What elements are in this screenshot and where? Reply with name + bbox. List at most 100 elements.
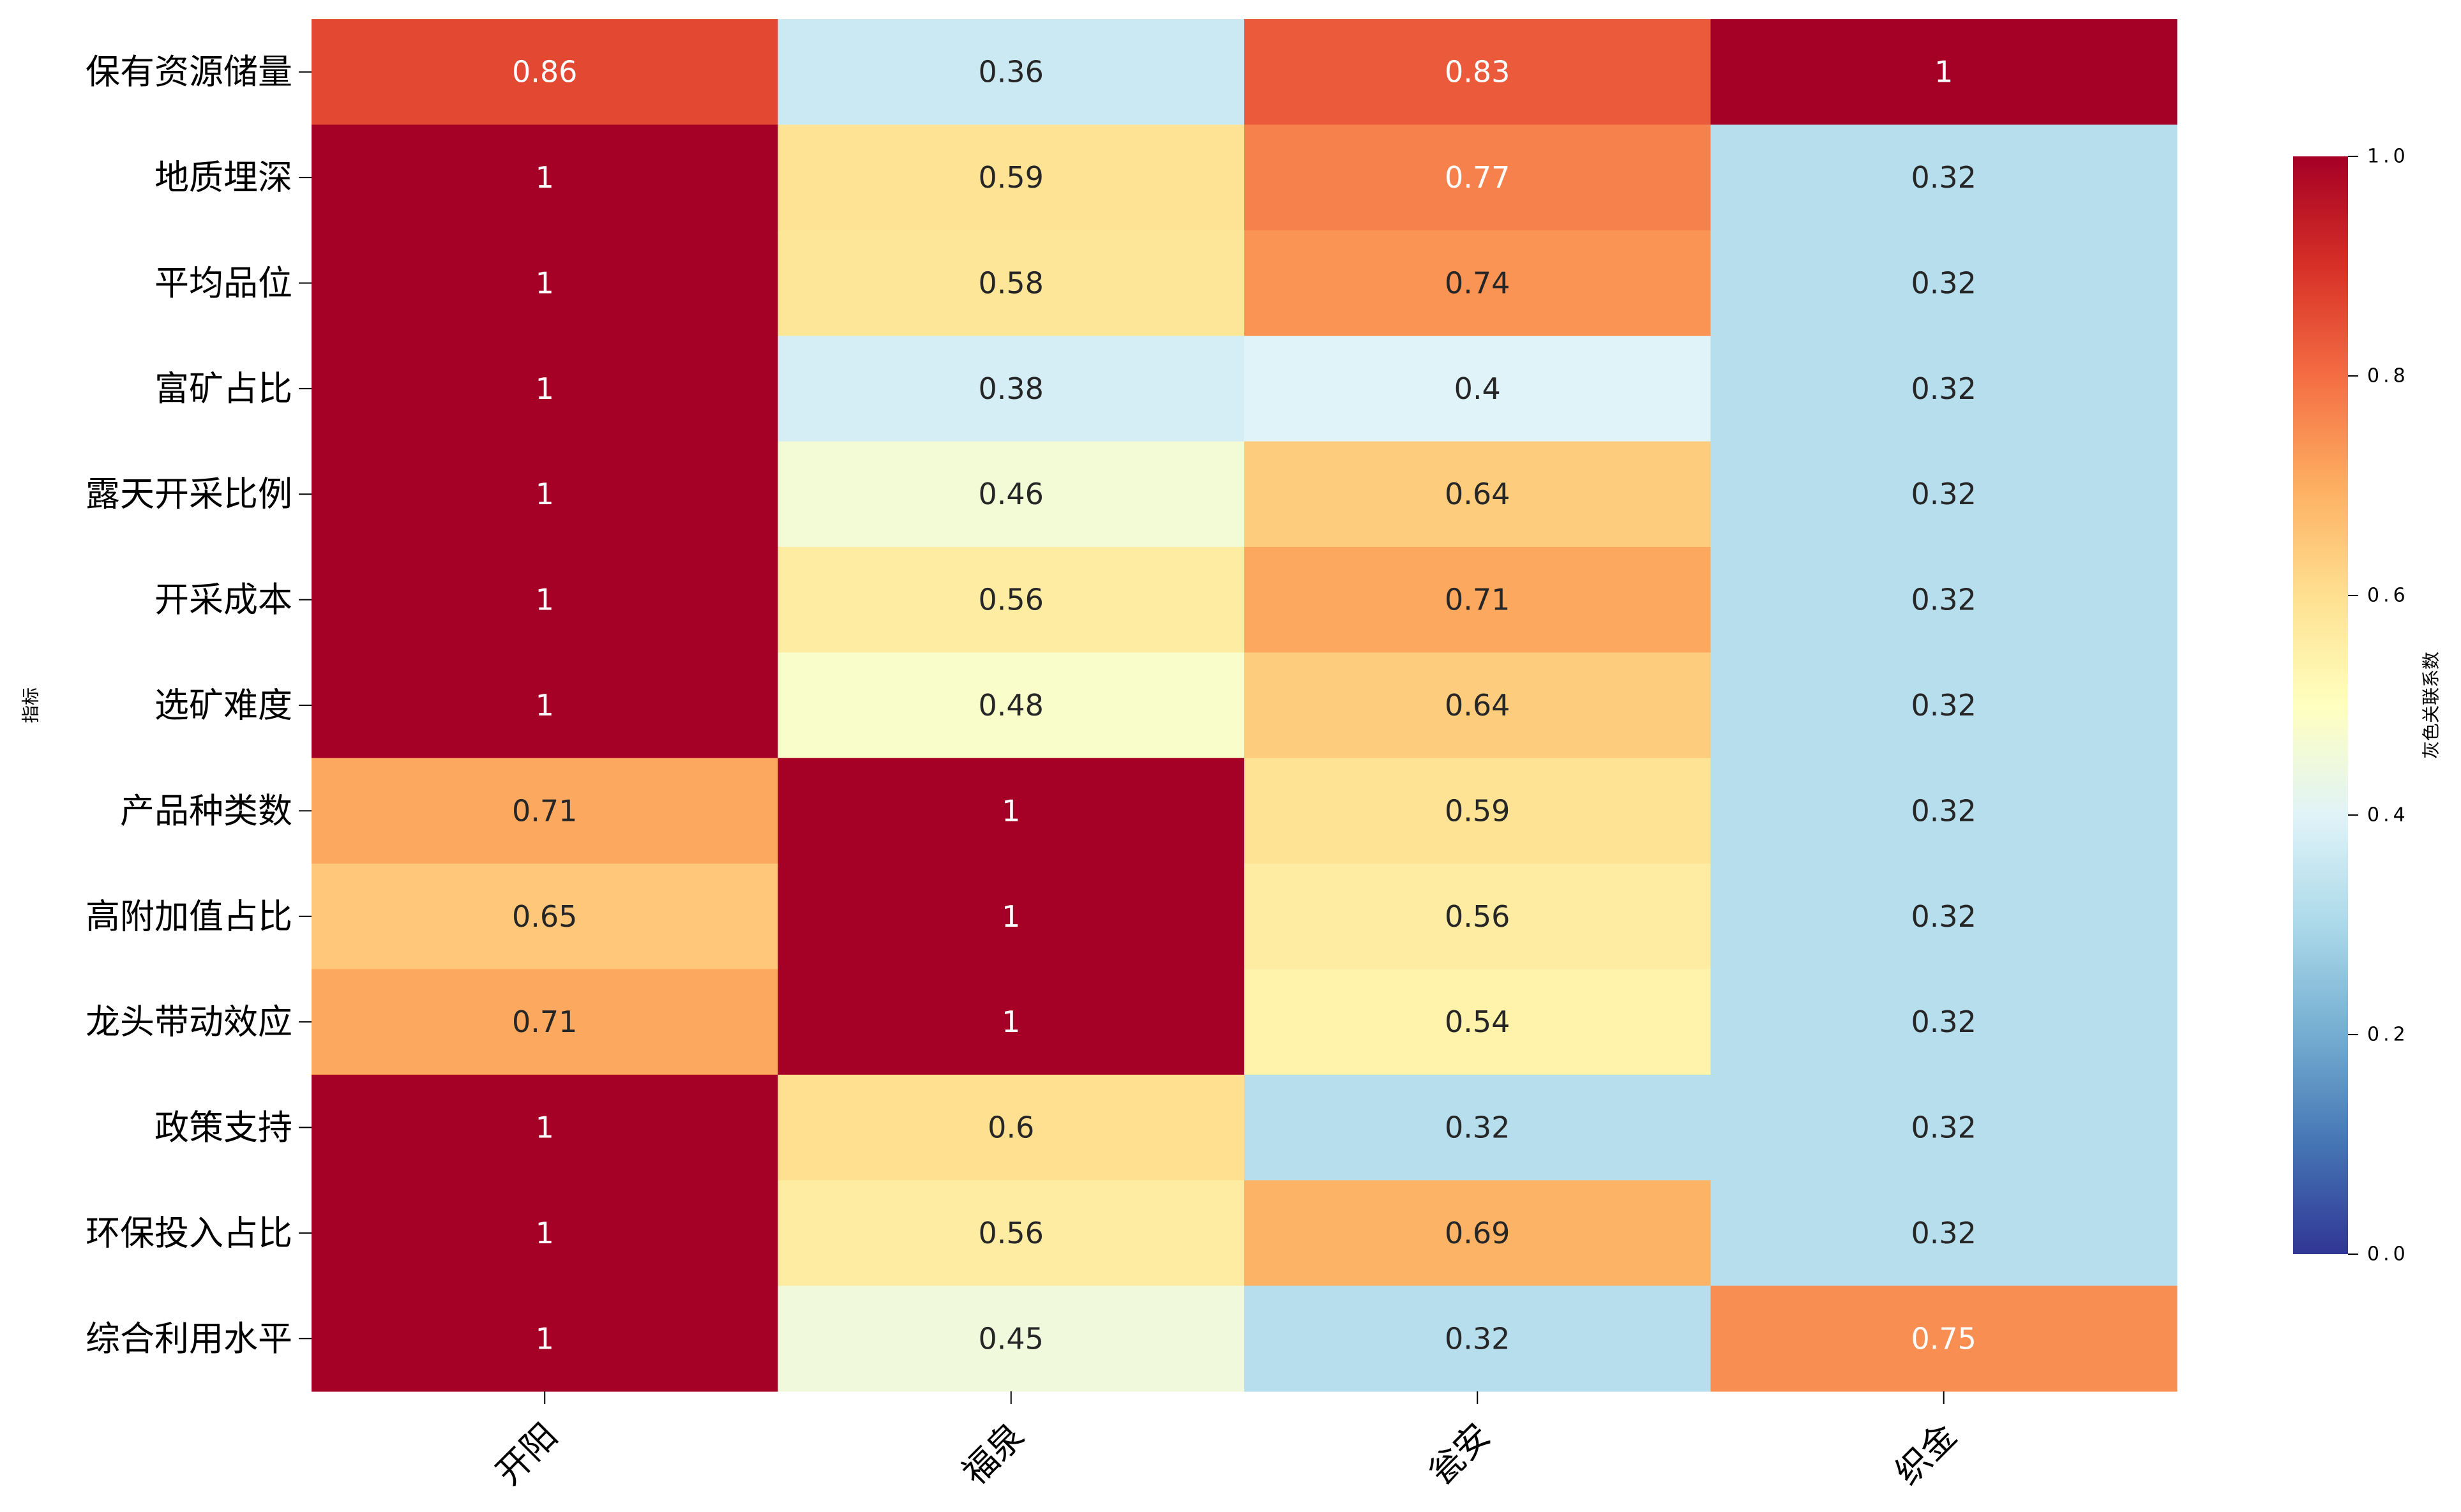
heatmap-cell (1710, 864, 2178, 969)
y-tick-label: 露天开采比例 (86, 474, 292, 514)
cell-annotation: 0.32 (1911, 688, 1976, 722)
heatmap-cell (312, 1180, 778, 1287)
heatmap-cell (1710, 441, 2178, 548)
heatmap-cell (312, 864, 778, 969)
heatmap-cell (1710, 19, 2178, 125)
heatmap-cell (1244, 758, 1711, 864)
cell-annotation: 0.54 (1445, 1005, 1510, 1039)
cell-annotation: 0.45 (979, 1321, 1044, 1356)
cell-annotation: 0.32 (1911, 371, 1976, 406)
heatmap-cell (312, 124, 778, 231)
heatmap-cell (778, 864, 1245, 969)
heatmap-cell (778, 1074, 1245, 1181)
heatmap-cell (778, 758, 1245, 864)
cell-annotation: 0.32 (1911, 1005, 1976, 1039)
colorbar-tick-label: 0.4 (2367, 804, 2409, 827)
heatmap-cell (1244, 1074, 1711, 1181)
cell-annotation: 1 (536, 1321, 554, 1356)
cell-annotation: 0.32 (1911, 899, 1976, 934)
heatmap-cell (1710, 230, 2178, 336)
colorbar-ticks: 0.0 0.2 0.4 0.6 0.8 1.0 (2348, 146, 2409, 1266)
colorbar-gradient (2293, 156, 2348, 1254)
colorbar: 0.0 0.2 0.4 0.6 0.8 1.0 灰色关联系数 (2293, 146, 2442, 1266)
heatmap-cell (778, 1285, 1245, 1392)
y-tick-label: 产品种类数 (120, 791, 292, 831)
y-tick-label: 龙头带动效应 (86, 1002, 292, 1042)
heatmap-cell (1244, 441, 1711, 548)
x-tick-label: 福泉 (954, 1416, 1032, 1493)
heatmap-cell (1710, 124, 2178, 231)
cell-annotation: 0.48 (979, 688, 1044, 722)
cell-annotation: 0.32 (1911, 1111, 1976, 1145)
heatmap-cell (778, 336, 1245, 442)
cell-annotation: 0.64 (1445, 688, 1510, 722)
cell-annotation: 0.83 (1445, 55, 1510, 89)
cell-annotation: 0.36 (979, 55, 1044, 89)
y-tick-label: 平均品位 (154, 263, 292, 303)
x-tick-label: 瓮安 (1421, 1416, 1498, 1493)
y-tick-label: 选矿难度 (154, 685, 292, 726)
heatmap-cell (1244, 230, 1711, 336)
heatmap-cell (1244, 652, 1711, 759)
cell-annotation: 1 (536, 266, 554, 300)
heatmap-cell (1244, 1180, 1711, 1287)
heatmap-cell (312, 441, 778, 548)
heatmap-cell (1710, 546, 2178, 653)
cell-annotation: 0.56 (979, 583, 1044, 617)
cell-annotation: 0.71 (1445, 583, 1510, 617)
y-tick-label: 开采成本 (154, 580, 292, 620)
heatmap-cell (1710, 336, 2178, 442)
cell-annotation: 1 (1002, 899, 1020, 934)
y-tick-label: 综合利用水平 (86, 1319, 292, 1359)
colorbar-tick-label: 0.8 (2367, 365, 2409, 387)
heatmap-cell (312, 19, 778, 125)
heatmap-cell (778, 652, 1245, 759)
cell-annotation: 0.86 (512, 55, 577, 89)
heatmap-cell (1244, 1285, 1711, 1392)
heatmap-cell (1710, 758, 2178, 864)
x-tick-label: 织金 (1887, 1416, 1964, 1493)
heatmap-cell (312, 1074, 778, 1181)
y-tick-label: 保有资源储量 (86, 52, 292, 92)
cell-annotation: 1 (536, 160, 554, 195)
cell-annotation: 1 (536, 1111, 554, 1145)
cell-annotation: 1 (536, 688, 554, 722)
y-axis-ticks: 保有资源储量地质埋深平均品位富矿占比露天开采比例开采成本选矿难度产品种类数高附加… (86, 52, 312, 1359)
cell-annotation: 0.32 (1911, 266, 1976, 300)
heatmap-cell (778, 441, 1245, 548)
colorbar-tick-label: 1.0 (2367, 146, 2409, 168)
cell-annotation: 0.69 (1445, 1216, 1510, 1250)
heatmap-cell (1710, 652, 2178, 759)
cell-annotation: 1 (536, 583, 554, 617)
cell-annotation: 0.6 (988, 1111, 1034, 1145)
cell-annotation: 0.56 (979, 1216, 1044, 1250)
y-axis-label: 指标 (20, 687, 41, 723)
heatmap-cell (1710, 1180, 2178, 1287)
heatmap-cell (312, 652, 778, 759)
heatmap-cell (1244, 969, 1711, 1075)
heatmap-cell (312, 230, 778, 336)
heatmap-cell (312, 336, 778, 442)
heatmap-cell (778, 1180, 1245, 1287)
x-axis-ticks: 开阳 福泉 瓮安 织金 (488, 1391, 1964, 1493)
cell-annotation: 0.71 (512, 1005, 577, 1039)
y-tick-label: 地质埋深 (154, 158, 292, 198)
heatmap-cell (1244, 124, 1711, 231)
colorbar-tick-label: 0.2 (2367, 1024, 2409, 1046)
y-tick-label: 环保投入占比 (86, 1213, 292, 1253)
heatmap-cell (1710, 969, 2178, 1075)
heatmap-cell (1244, 19, 1711, 125)
cell-annotation: 0.71 (512, 793, 577, 828)
heatmap-cell (1244, 864, 1711, 969)
cell-annotations: 0.86 0.36 0.83 1 1 0.59 0.77 0.32 1 0.58 0.74 0.32 1… (512, 55, 1976, 1356)
heatmap-cell (778, 969, 1245, 1075)
heatmap-cells (312, 19, 2178, 1392)
heatmap-cell (312, 546, 778, 653)
heatmap-cell (312, 969, 778, 1075)
heatmap-cell (312, 1285, 778, 1392)
cell-annotation: 0.32 (1445, 1321, 1510, 1356)
heatmap-cell (1710, 1074, 2178, 1181)
cell-annotation: 0.32 (1911, 1216, 1976, 1250)
cell-annotation: 0.32 (1911, 477, 1976, 511)
